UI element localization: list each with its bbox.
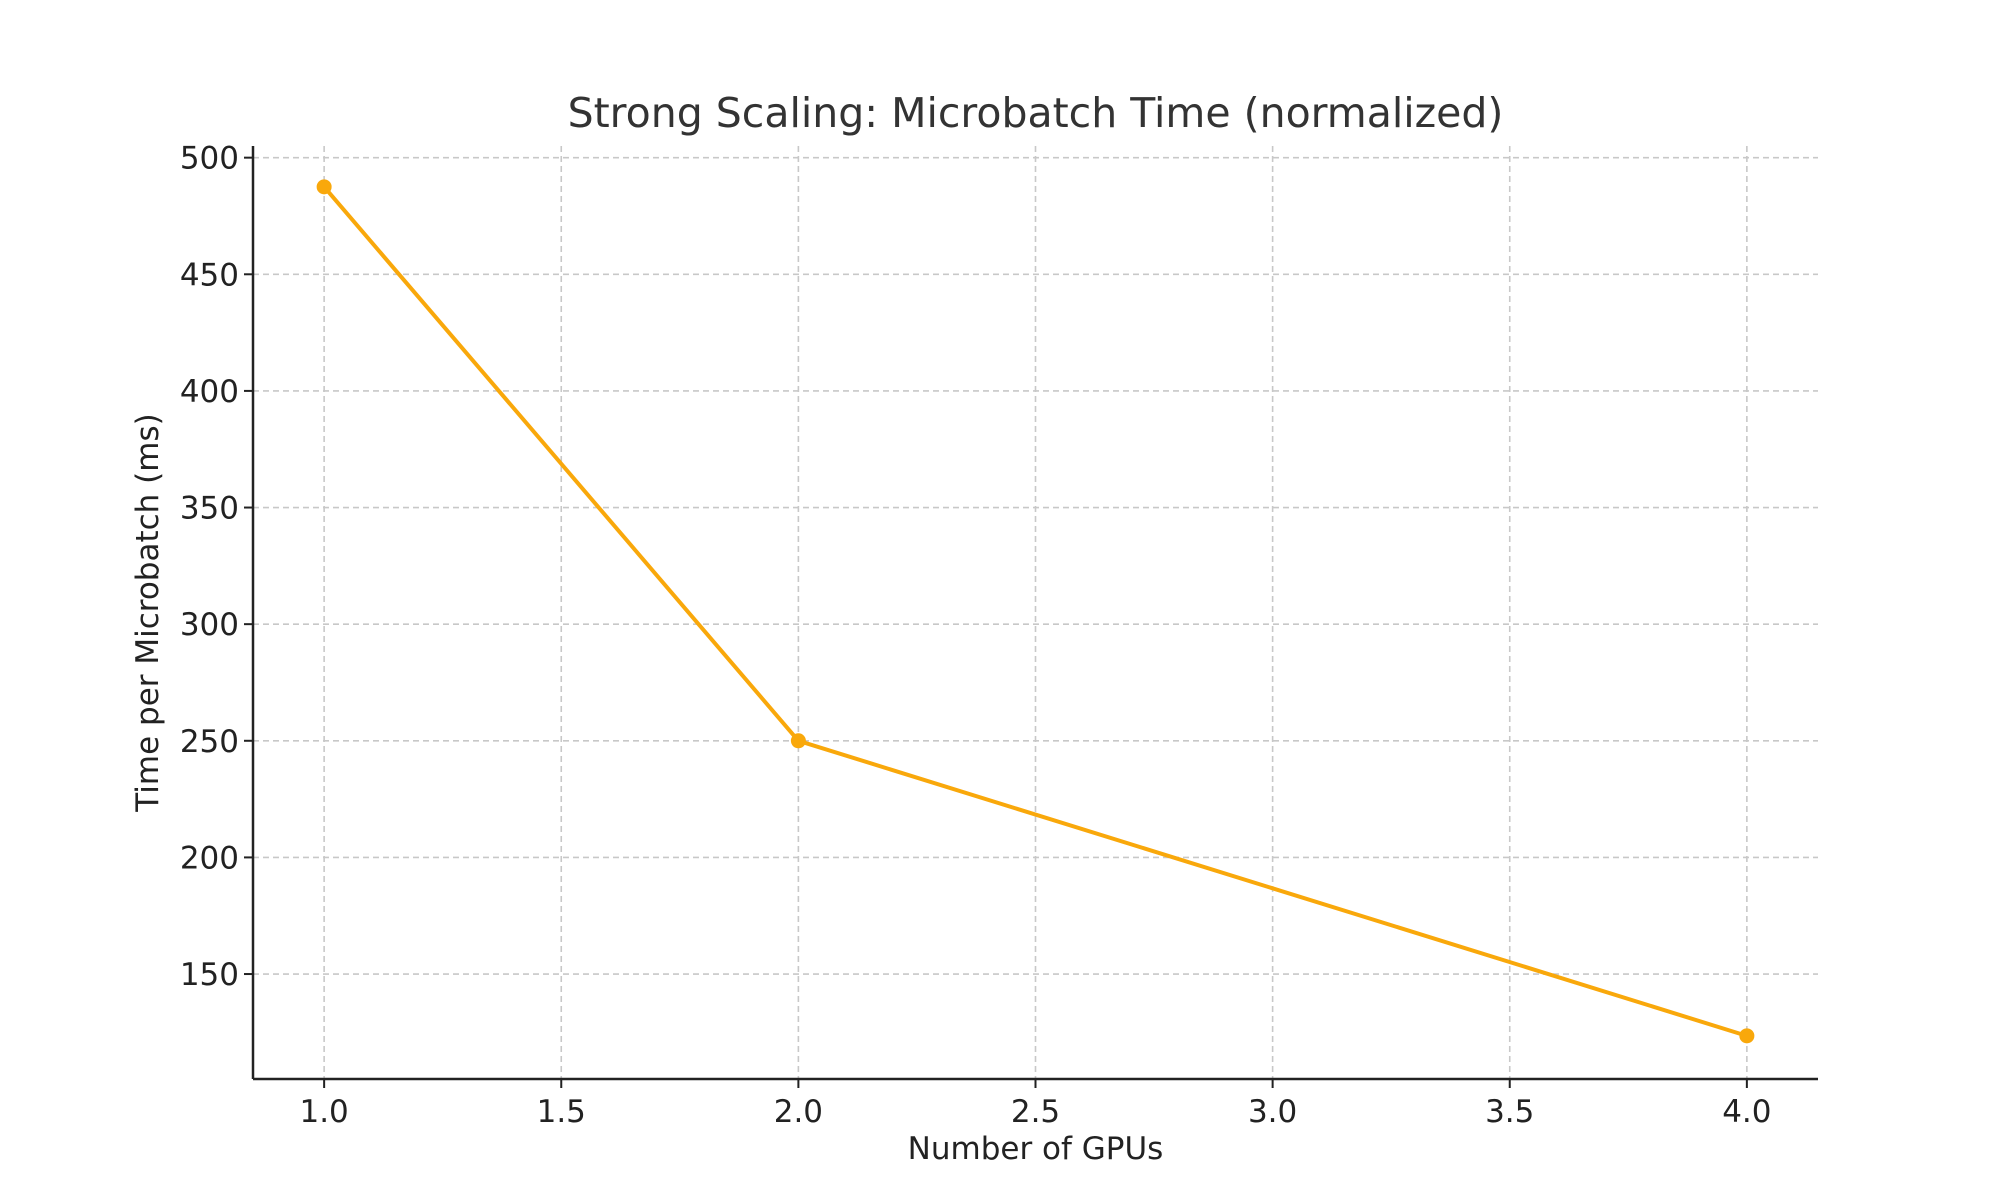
y-tick-label: 150 — [180, 957, 239, 993]
chart-title: Strong Scaling: Microbatch Time (normali… — [568, 89, 1504, 137]
y-ticks: 150 200 250 300 350 400 450 500 — [180, 141, 253, 993]
x-tick-label: 4.0 — [1722, 1094, 1771, 1130]
x-tick-label: 1.5 — [537, 1094, 586, 1130]
x-tick-label: 3.0 — [1248, 1094, 1297, 1130]
x-tick-label: 2.5 — [1011, 1094, 1060, 1130]
y-axis-label: Time per Microbatch (ms) — [130, 413, 166, 812]
y-tick-label: 300 — [180, 607, 239, 643]
y-tick-label: 250 — [180, 724, 239, 760]
y-tick-label: 350 — [180, 491, 239, 527]
data-point — [790, 733, 806, 749]
x-tick-label: 2.0 — [774, 1094, 823, 1130]
data-point — [1739, 1028, 1755, 1044]
data-point — [316, 179, 332, 195]
x-axis-label: Number of GPUs — [908, 1131, 1164, 1167]
grid — [253, 146, 1818, 1079]
x-ticks: 1.0 1.5 2.0 2.5 3.0 3.5 4.0 — [299, 1079, 1772, 1130]
x-tick-label: 3.5 — [1485, 1094, 1534, 1130]
x-tick-label: 1.0 — [299, 1094, 348, 1130]
y-tick-label: 500 — [180, 141, 239, 177]
series — [316, 179, 1755, 1044]
y-tick-label: 450 — [180, 257, 239, 293]
y-tick-label: 200 — [180, 840, 239, 876]
y-tick-label: 400 — [180, 374, 239, 410]
